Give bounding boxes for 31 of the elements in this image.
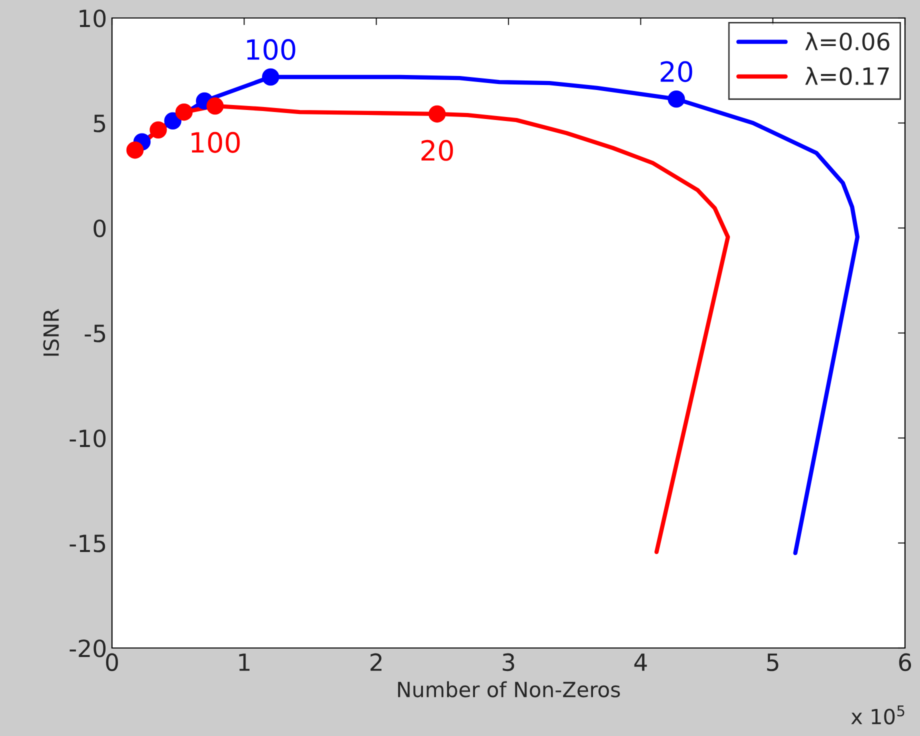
x-tick-label: 5: [767, 654, 778, 672]
point: [206, 97, 224, 115]
legend-label: λ=0.17: [805, 66, 889, 86]
x-tick-label: 1: [239, 654, 250, 671]
y-tick-label: 0: [94, 219, 106, 238]
x-tick-label: 2: [370, 653, 382, 671]
point: [126, 141, 144, 159]
text: x 10$^{5}$: [851, 706, 904, 724]
point: [175, 103, 193, 121]
y-tick-label: -15: [70, 534, 106, 552]
annotation: 20: [421, 140, 453, 161]
y-axis-title: ISNR: [43, 308, 59, 356]
y-tick-label: -5: [84, 324, 106, 342]
annotation: 20: [660, 61, 692, 82]
x-tick-label: 6: [899, 653, 912, 672]
point: [262, 68, 280, 86]
point: [164, 112, 182, 130]
point: [428, 105, 446, 123]
annotation: 100: [192, 132, 240, 153]
y-tick-label: 5: [94, 114, 106, 132]
x-axis-title: Number of Non-Zeros: [398, 681, 620, 698]
y-tick-label: -20: [70, 639, 106, 658]
annotation: 100: [247, 39, 296, 60]
x-tick-label: 4: [634, 654, 647, 671]
legend-label: λ=0.06: [805, 32, 890, 50]
x-tick-label: 0: [106, 653, 118, 672]
point: [150, 121, 167, 139]
y-tick-label: 10: [80, 9, 106, 28]
y-tick-label: -10: [70, 429, 106, 448]
point: [668, 90, 685, 108]
x-tick-label: 3: [502, 653, 514, 672]
